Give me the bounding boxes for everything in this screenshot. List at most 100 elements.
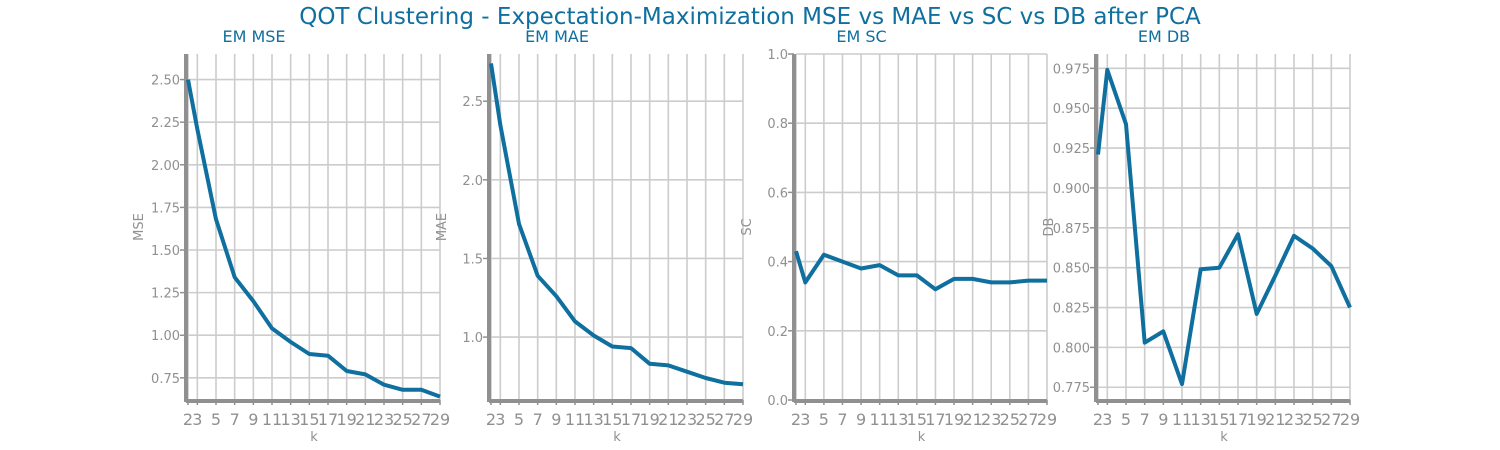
y-axis-label: MAE (435, 213, 450, 241)
x-tick-label: 9 (551, 410, 561, 429)
y-tick-label: 0.6 (767, 186, 788, 201)
x-tick-label: 11 (262, 410, 282, 429)
y-tick-label: 1.50 (151, 244, 180, 259)
y-tick-label: 2.00 (151, 159, 180, 174)
x-tick-label: 3 (800, 410, 810, 429)
x-tick-label: 7 (230, 410, 240, 429)
y-tick-label: 0.800 (1053, 341, 1090, 356)
x-tick-label: 13 (583, 410, 603, 429)
x-tick-label: 5 (514, 410, 524, 429)
x-tick-label: 7 (837, 410, 847, 429)
x-tick-label: 5 (819, 410, 829, 429)
y-tick-label: 0.8 (767, 117, 788, 132)
series-line (1096, 67, 1352, 387)
x-tick-label: 17 (925, 410, 945, 429)
y-tick-label: 0.900 (1053, 182, 1090, 197)
y-tick-label: 0.0 (767, 394, 788, 409)
x-tick-label: 15 (299, 410, 319, 429)
x-tick-label: 5 (211, 410, 221, 429)
x-tick-label: 23 (1284, 410, 1304, 429)
x-tick-label: 25 (695, 410, 715, 429)
x-tick-label: 2 (1093, 410, 1103, 429)
x-tick-label: 5 (1121, 410, 1131, 429)
y-tick-label: 1.25 (151, 287, 180, 302)
x-tick-label: 2 (791, 410, 801, 429)
y-tick-label: 0.75 (151, 372, 180, 387)
y-tick-label: 0.925 (1053, 142, 1090, 157)
x-tick-label: 29 (733, 410, 753, 429)
y-tick-label: 0.850 (1053, 262, 1090, 277)
y-axis-label: MSE (132, 213, 147, 241)
x-tick-label: 11 (565, 410, 585, 429)
x-tick-label: 7 (533, 410, 543, 429)
x-tick-label: 21 (1265, 410, 1285, 429)
x-tick-label: 23 (981, 410, 1001, 429)
x-tick-label: 19 (1246, 410, 1266, 429)
subplot-title: EM DB (1138, 27, 1190, 46)
x-axis-label: k (918, 430, 926, 445)
x-tick-label: 17 (1228, 410, 1248, 429)
x-tick-label: 29 (1037, 410, 1057, 429)
x-tick-label: 29 (430, 410, 450, 429)
x-tick-label: 7 (1140, 410, 1150, 429)
y-tick-label: 2.0 (462, 174, 483, 189)
y-tick-label: 0.775 (1053, 381, 1090, 396)
x-tick-label: 11 (1172, 410, 1192, 429)
x-tick-label: 25 (1302, 410, 1322, 429)
x-tick-label: 23 (374, 410, 394, 429)
y-tick-label: 0.825 (1053, 302, 1090, 317)
series-line (186, 79, 441, 399)
y-tick-label: 2.50 (151, 74, 180, 89)
y-axis-label: DB (1042, 218, 1057, 237)
subplot-title: EM MSE (222, 27, 285, 46)
series-line (489, 63, 744, 387)
x-tick-label: 19 (944, 410, 964, 429)
x-tick-label: 27 (714, 410, 734, 429)
x-tick-label: 3 (1102, 410, 1112, 429)
x-tick-label: 11 (869, 410, 889, 429)
x-tick-label: 13 (1190, 410, 1210, 429)
figure-title: QOT Clustering - Expectation-Maximizatio… (299, 4, 1201, 30)
x-tick-label: 27 (411, 410, 431, 429)
x-tick-label: 3 (192, 410, 202, 429)
x-axis-label: k (613, 430, 621, 445)
y-axis-label: SC (740, 218, 755, 235)
x-tick-label: 19 (639, 410, 659, 429)
x-tick-label: 21 (355, 410, 375, 429)
series-line (794, 250, 1047, 292)
x-tick-label: 25 (392, 410, 412, 429)
y-tick-label: 2.25 (151, 116, 180, 131)
y-tick-label: 0.875 (1053, 222, 1090, 237)
x-tick-label: 9 (1158, 410, 1168, 429)
x-axis-label: k (310, 430, 318, 445)
x-tick-label: 19 (336, 410, 356, 429)
x-tick-label: 27 (1018, 410, 1038, 429)
x-tick-label: 17 (621, 410, 641, 429)
x-tick-label: 3 (495, 410, 505, 429)
x-tick-label: 25 (1000, 410, 1020, 429)
x-tick-label: 27 (1321, 410, 1341, 429)
x-axis-label: k (1220, 430, 1228, 445)
x-tick-label: 17 (318, 410, 338, 429)
x-tick-label: 15 (602, 410, 622, 429)
y-tick-label: 2.5 (462, 95, 483, 110)
x-tick-label: 13 (280, 410, 300, 429)
y-tick-label: 1.00 (151, 329, 180, 344)
x-tick-label: 9 (856, 410, 866, 429)
x-tick-label: 15 (1209, 410, 1229, 429)
x-tick-label: 29 (1340, 410, 1360, 429)
x-tick-label: 15 (907, 410, 927, 429)
x-tick-label: 2 (486, 410, 496, 429)
y-tick-label: 1.0 (767, 48, 788, 63)
x-tick-label: 21 (962, 410, 982, 429)
y-tick-label: 0.2 (767, 325, 788, 340)
subplot-title: EM SC (836, 27, 886, 46)
x-tick-label: 21 (658, 410, 678, 429)
subplot-title: EM MAE (525, 27, 589, 46)
x-tick-label: 13 (888, 410, 908, 429)
y-tick-label: 1.0 (462, 331, 483, 346)
x-tick-label: 2 (183, 410, 193, 429)
y-tick-label: 0.4 (767, 256, 788, 271)
y-tick-label: 0.950 (1053, 102, 1090, 117)
